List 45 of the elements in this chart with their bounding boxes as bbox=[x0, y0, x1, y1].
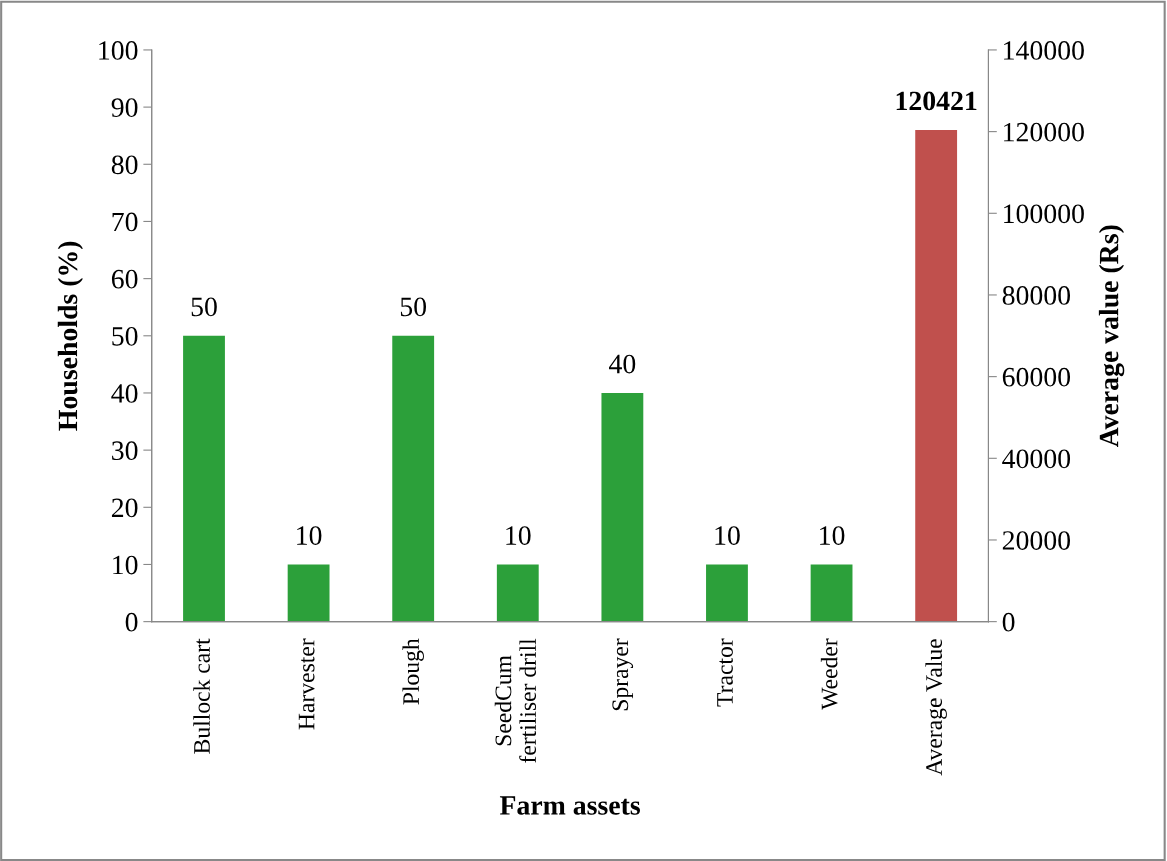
y-tick-label: 0 bbox=[125, 612, 138, 632]
bar bbox=[183, 335, 225, 622]
y-tick-label: 60 bbox=[111, 269, 138, 289]
x-tick-label: Plough bbox=[402, 638, 424, 705]
y-tick-label: 80 bbox=[111, 155, 138, 175]
y2-axis-title: Average value (Rs) bbox=[1098, 225, 1125, 448]
bar bbox=[496, 564, 539, 622]
y-tick-label: 100 bbox=[99, 41, 138, 60]
bar bbox=[706, 564, 748, 622]
x-tick-label: Harvester bbox=[298, 638, 315, 730]
data-label: 120421 bbox=[896, 91, 977, 111]
y-tick-label: 50 bbox=[112, 326, 138, 346]
x-tick-label: Tractor bbox=[717, 638, 733, 707]
y2-tick-label: 80000 bbox=[1002, 286, 1071, 305]
x-tick-label: Weeder bbox=[820, 638, 838, 710]
data-label: 40 bbox=[609, 354, 636, 374]
y2-tick-label: 100000 bbox=[1004, 204, 1084, 224]
data-label: 10 bbox=[506, 526, 531, 545]
bar bbox=[287, 564, 330, 622]
y-tick-label: 30 bbox=[112, 441, 138, 461]
y2-tick-label: 120000 bbox=[1004, 122, 1084, 142]
y2-tick-label: 20000 bbox=[1002, 531, 1071, 550]
y2-tick-label: 40000 bbox=[1002, 449, 1071, 469]
y2-tick-label: 140000 bbox=[1004, 41, 1084, 60]
y2-tick-label: 0 bbox=[1002, 612, 1015, 632]
x-tick-label: Bullock cart bbox=[193, 638, 210, 754]
y2-tick-label: 60000 bbox=[1002, 367, 1071, 387]
data-label: 50 bbox=[400, 297, 427, 317]
data-label: 50 bbox=[191, 297, 217, 317]
y-axis-title: Households (%) bbox=[57, 241, 83, 431]
bar bbox=[810, 564, 853, 622]
y-tick-label: 20 bbox=[111, 498, 138, 518]
x-axis-title: Farm assets bbox=[499, 796, 640, 815]
data-label: 10 bbox=[715, 526, 740, 545]
data-label: 10 bbox=[297, 526, 322, 545]
bar bbox=[392, 335, 435, 622]
x-tick-label: Average Value bbox=[925, 639, 947, 776]
y-tick-label: 40 bbox=[111, 384, 138, 403]
x-tick-label: SeedCum fertiliser drill bbox=[494, 638, 537, 763]
bar bbox=[601, 392, 644, 622]
y-tick-label: 10 bbox=[113, 555, 138, 575]
x-tick-label: Sprayer bbox=[612, 638, 634, 711]
y-tick-label: 70 bbox=[112, 212, 138, 232]
y-tick-label: 90 bbox=[111, 98, 138, 118]
data-label: 10 bbox=[820, 526, 845, 545]
